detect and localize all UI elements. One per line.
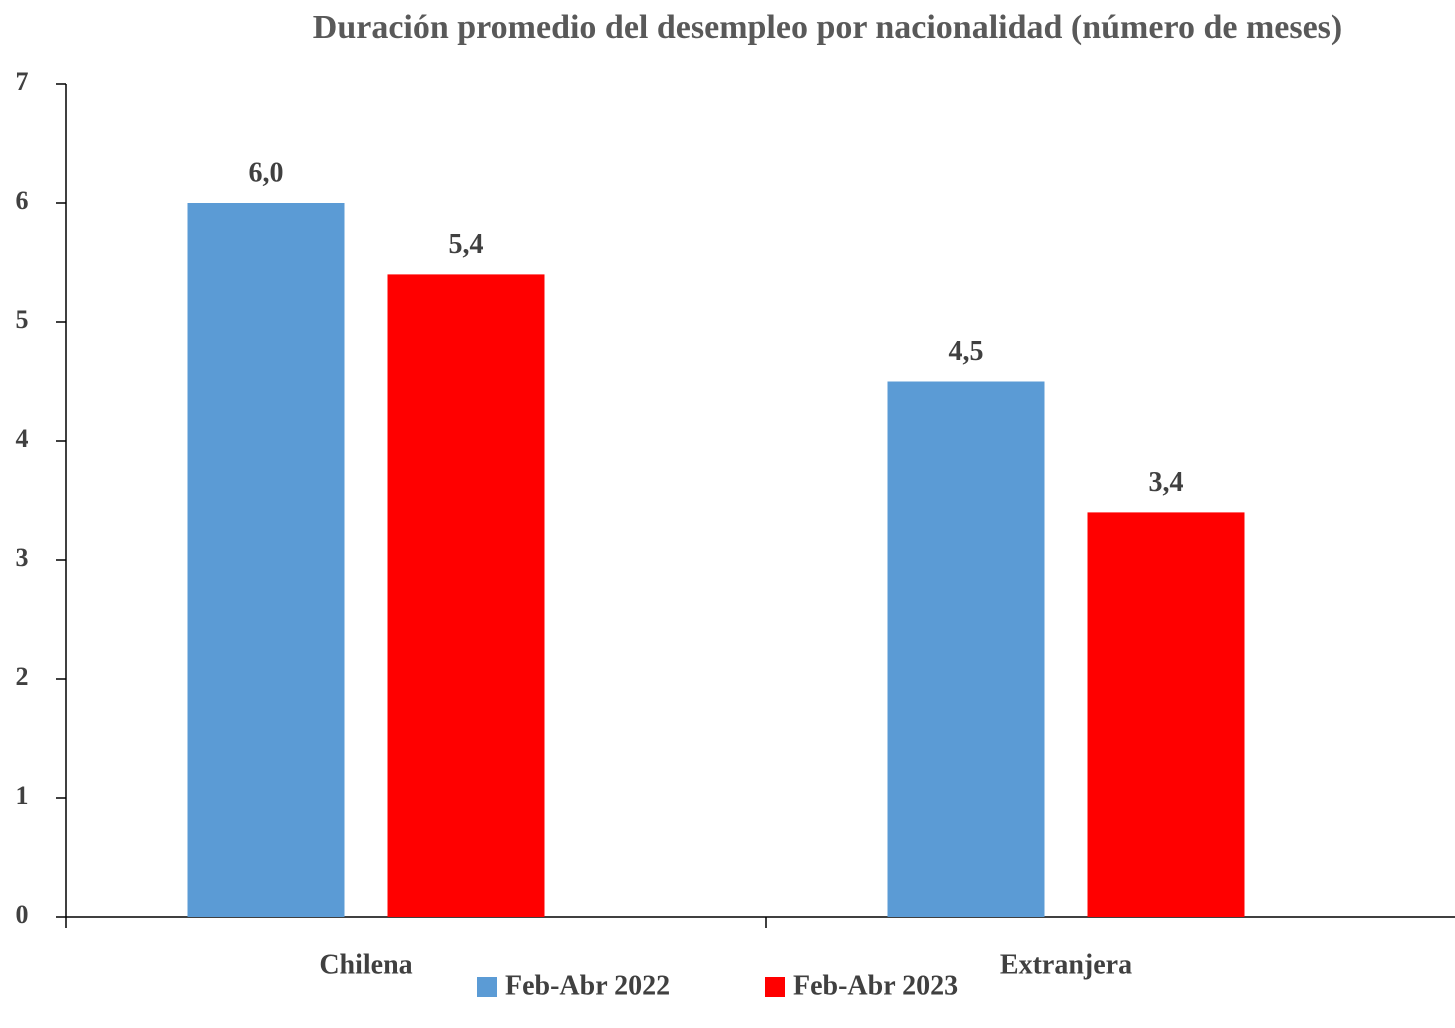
legend-label: Feb-Abr 2022 [505, 970, 670, 1001]
bar [887, 381, 1045, 917]
legend-label: Feb-Abr 2023 [793, 970, 958, 1001]
value-label: 4,5 [949, 336, 984, 367]
x-tick-label: Chilena [319, 949, 412, 980]
value-label: 6,0 [249, 157, 284, 188]
legend-swatch [477, 977, 497, 997]
value-label: 3,4 [1149, 467, 1184, 498]
y-tick-label: 7 [16, 67, 29, 96]
y-tick-label: 1 [16, 781, 29, 810]
bar [387, 274, 545, 917]
y-tick-label: 5 [16, 305, 29, 334]
x-tick-label: Extranjera [1000, 949, 1132, 980]
legend-swatch [765, 977, 785, 997]
bar [187, 203, 345, 917]
y-tick-label: 3 [16, 543, 29, 572]
value-label: 5,4 [449, 229, 484, 260]
y-tick-label: 0 [16, 900, 29, 929]
bar [1087, 512, 1245, 917]
y-tick-label: 4 [16, 424, 29, 453]
y-tick-label: 2 [16, 662, 29, 691]
chart-title: Duración promedio del desempleo por naci… [312, 9, 1343, 46]
y-tick-label: 6 [16, 186, 29, 215]
